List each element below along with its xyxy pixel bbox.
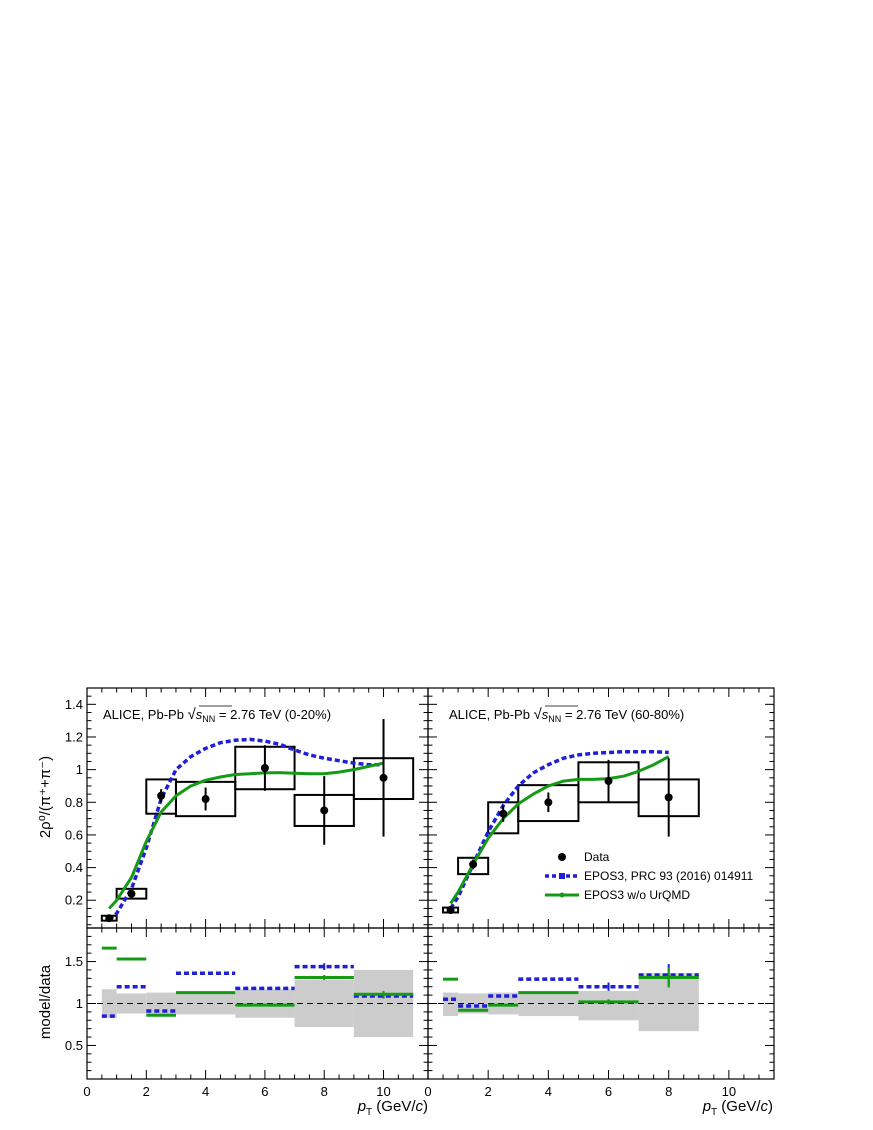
- y-tick-label-0: 1.4: [65, 697, 83, 712]
- data-point-1-0: [446, 906, 455, 915]
- data-point-0-0: [105, 914, 114, 923]
- y-tick-label-0: 1.2: [65, 729, 83, 744]
- data-point-0-1: [127, 889, 136, 898]
- uncertainty-band-2-3: [175, 992, 236, 1015]
- data-point-0-2: [157, 791, 166, 800]
- data-point-1-4: [604, 777, 613, 786]
- x-tick-label-3: 10: [722, 1084, 736, 1099]
- x-tick-label-2: 4: [202, 1084, 209, 1099]
- x-tick-label-2: 8: [321, 1084, 328, 1099]
- data-point-1-5: [664, 793, 673, 802]
- y-axis-title-bottom: model/data: [37, 964, 54, 1039]
- uncertainty-band-3-0: [443, 992, 459, 1017]
- y-axis-title-top: 2ρ⁰/(π⁺+π⁻): [37, 756, 54, 838]
- annotation-left: ALICE, Pb-Pb √sNN = 2.76 TeV (0-20%): [103, 706, 331, 724]
- y-tick-label-0: 0.2: [65, 893, 83, 908]
- data-point-1-2: [499, 809, 508, 818]
- x-tick-label-3: 6: [605, 1084, 612, 1099]
- x-axis-title-left: pT (GeV/c): [357, 1098, 428, 1118]
- data-point-1-1: [469, 860, 478, 869]
- model-curves: [108, 737, 670, 922]
- data-point-1-3: [544, 798, 553, 807]
- syst-box-0-3: [174, 780, 237, 818]
- x-tick-label-3: 4: [545, 1084, 552, 1099]
- panel-frame-0: [86, 687, 429, 929]
- legend-epos3-label: EPOS3, PRC 93 (2016) 014911: [584, 869, 754, 883]
- data-point-0-4: [260, 764, 269, 772]
- y-tick-label-0: 1: [76, 762, 83, 777]
- uncertainty-band-2-4: [235, 989, 295, 1018]
- epos3-nourqmd-curve-0: [108, 761, 384, 910]
- x-tick-label-3: 8: [665, 1084, 672, 1099]
- legend-epos3-nourqmd-label: EPOS3 w/o UrQMD: [584, 888, 690, 902]
- annotation-right: ALICE, Pb-Pb √sNN = 2.76 TeV (60-80%): [449, 706, 684, 724]
- data-point-0-3: [201, 795, 210, 804]
- uncertainty-band-2-6: [353, 969, 414, 1038]
- legend-epos3-nourqmd-marker: [559, 892, 565, 898]
- x-tick-label-2: 6: [261, 1084, 268, 1099]
- y-tick-label-0: 0.6: [65, 827, 83, 842]
- x-tick-label-2: 0: [83, 1084, 90, 1099]
- data-point-0-6: [379, 773, 388, 782]
- data-points: [105, 719, 673, 923]
- x-tick-label-2: 10: [376, 1084, 390, 1099]
- legend-data-label: Data: [584, 850, 610, 864]
- x-axis-title-right: pT (GeV/c): [702, 1098, 773, 1118]
- data-point-0-5: [320, 806, 329, 815]
- x-tick-label-2: 2: [143, 1084, 150, 1099]
- y-tick-label-0: 0.8: [65, 795, 83, 810]
- x-tick-label-3: 2: [485, 1084, 492, 1099]
- y-tick-label-2: 0.5: [65, 1038, 83, 1053]
- syst-box-1-1: [457, 856, 490, 876]
- axis-ticks: 0 2 4 6 8 10 0 2 4 6 8 10 0.2 0.4 0.6 0.8 1 1.2 1.4 0.5 1 1.5: [65, 687, 774, 1099]
- uncertainty-band-3-4: [578, 990, 639, 1021]
- legend: Data EPOS3, PRC 93 (2016) 014911 EPOS3 w…: [545, 850, 754, 902]
- uncertainty-band-2-5: [294, 980, 354, 1027]
- legend-epos3-marker: [559, 873, 565, 879]
- legend-data-marker: [558, 853, 566, 861]
- epos3-curve-1: [449, 749, 669, 910]
- epos3-nourqmd-curve-1: [449, 755, 670, 905]
- y-tick-label-2: 1: [76, 996, 83, 1011]
- epos3-curve-0: [108, 737, 384, 922]
- x-tick-label-3: 0: [424, 1084, 431, 1099]
- y-tick-label-0: 0.4: [65, 860, 83, 875]
- model-ratios: [101, 946, 699, 1018]
- syst-box-0-1: [115, 887, 148, 900]
- y-tick-label-2: 1.5: [65, 954, 83, 969]
- uncertainty-bands: [87, 969, 774, 1038]
